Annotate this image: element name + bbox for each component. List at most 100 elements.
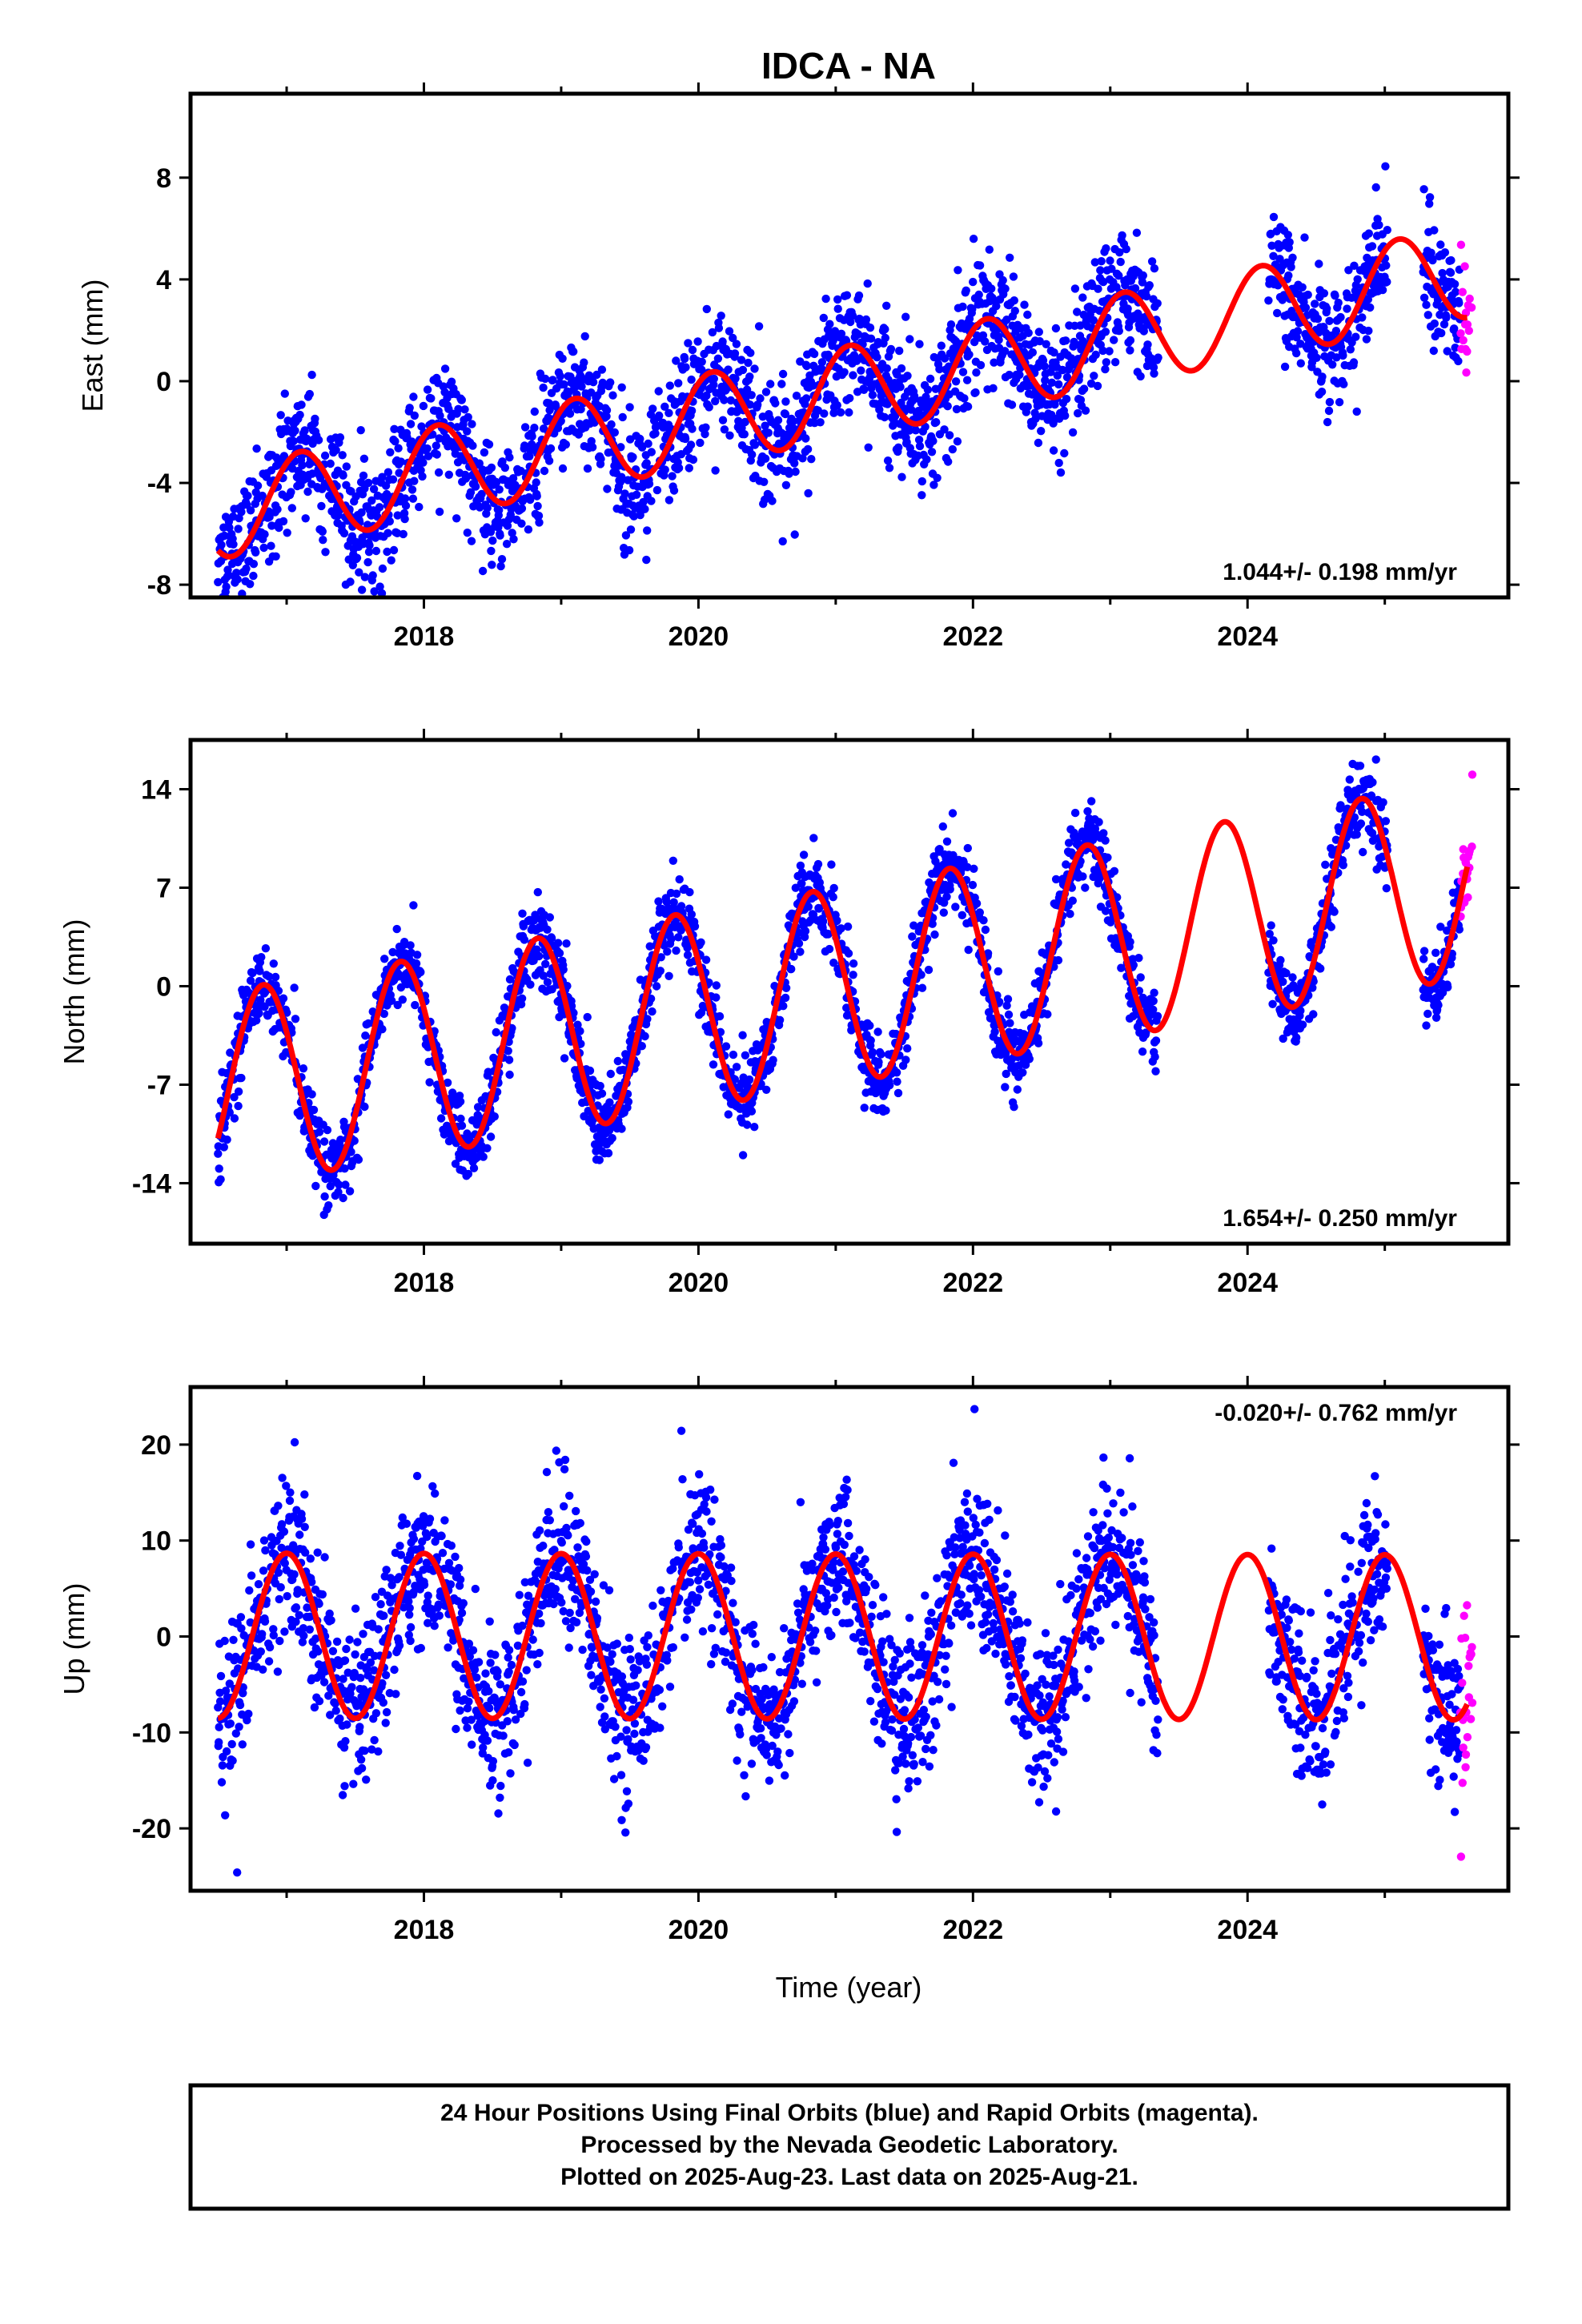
final-point bbox=[1126, 346, 1134, 355]
final-point bbox=[777, 380, 786, 388]
final-point bbox=[410, 476, 419, 485]
final-point bbox=[487, 463, 496, 472]
final-point bbox=[398, 995, 407, 1004]
final-point bbox=[665, 408, 673, 417]
final-point bbox=[235, 513, 243, 523]
final-point bbox=[496, 531, 504, 540]
final-point bbox=[877, 389, 886, 398]
final-point bbox=[687, 375, 696, 384]
final-point bbox=[1339, 861, 1348, 870]
final-point bbox=[1288, 973, 1297, 982]
final-point bbox=[488, 536, 497, 545]
final-point bbox=[1269, 936, 1278, 945]
final-point bbox=[747, 391, 756, 400]
final-point bbox=[326, 459, 335, 468]
final-point bbox=[1296, 359, 1306, 368]
final-point bbox=[1367, 829, 1377, 838]
final-point bbox=[829, 959, 838, 967]
final-point bbox=[942, 892, 951, 902]
final-point bbox=[672, 356, 681, 365]
final-point bbox=[259, 543, 268, 553]
final-point bbox=[613, 1056, 622, 1066]
final-point bbox=[942, 837, 952, 846]
final-point bbox=[1443, 347, 1452, 356]
final-point bbox=[802, 361, 811, 371]
final-point bbox=[1440, 248, 1450, 257]
final-point bbox=[456, 1097, 465, 1106]
final-point bbox=[1344, 266, 1353, 275]
final-point bbox=[701, 429, 709, 439]
final-point bbox=[608, 391, 617, 400]
final-point bbox=[1436, 923, 1445, 931]
final-point bbox=[1419, 947, 1429, 955]
final-point bbox=[395, 468, 404, 477]
final-point bbox=[720, 425, 729, 434]
final-point bbox=[801, 434, 810, 443]
final-point bbox=[1330, 907, 1339, 916]
final-point bbox=[274, 987, 283, 995]
final-point bbox=[1425, 199, 1434, 208]
final-point bbox=[617, 383, 626, 392]
final-point bbox=[595, 1156, 604, 1164]
final-point bbox=[720, 396, 729, 404]
final-point bbox=[1101, 328, 1110, 336]
final-point bbox=[341, 1180, 350, 1189]
final-point bbox=[236, 1613, 246, 1622]
final-point bbox=[1325, 316, 1334, 325]
final-point bbox=[234, 1101, 243, 1111]
final-point bbox=[314, 436, 323, 444]
final-point bbox=[868, 1047, 877, 1057]
final-point bbox=[881, 1106, 890, 1115]
final-point bbox=[909, 921, 918, 930]
final-point bbox=[992, 302, 1001, 311]
final-point bbox=[1002, 1001, 1011, 1010]
final-point bbox=[849, 371, 857, 380]
final-point bbox=[461, 474, 471, 483]
x-tick-label: 2024 bbox=[1217, 1268, 1278, 1298]
final-point bbox=[323, 1125, 332, 1135]
final-point bbox=[389, 545, 399, 555]
final-point bbox=[1015, 370, 1024, 380]
final-point bbox=[1142, 1028, 1150, 1037]
final-point bbox=[1352, 407, 1361, 416]
final-point bbox=[829, 883, 838, 893]
final-point bbox=[1327, 923, 1336, 931]
final-point bbox=[230, 1092, 239, 1102]
final-point bbox=[412, 951, 422, 959]
final-point bbox=[958, 368, 968, 376]
final-point bbox=[1147, 257, 1157, 266]
final-point bbox=[729, 1050, 738, 1059]
final-point bbox=[483, 1144, 492, 1153]
final-point bbox=[1114, 271, 1123, 280]
final-point bbox=[1125, 991, 1134, 1001]
final-point bbox=[960, 394, 969, 403]
final-point bbox=[298, 460, 307, 470]
final-point bbox=[1034, 1039, 1043, 1047]
final-point bbox=[597, 1089, 607, 1098]
final-point bbox=[775, 1015, 785, 1025]
final-point bbox=[778, 537, 787, 546]
final-point bbox=[1319, 289, 1329, 298]
final-point bbox=[356, 477, 366, 487]
final-point bbox=[553, 939, 563, 947]
final-point bbox=[827, 860, 836, 869]
rapid-point bbox=[1460, 262, 1469, 271]
final-point bbox=[532, 492, 541, 501]
final-point bbox=[320, 451, 330, 460]
final-point bbox=[963, 862, 972, 872]
final-point bbox=[1153, 1011, 1162, 1021]
final-point bbox=[544, 456, 554, 465]
final-point bbox=[798, 454, 807, 463]
final-point bbox=[690, 922, 700, 931]
final-point bbox=[745, 372, 754, 381]
final-point bbox=[569, 1008, 578, 1018]
final-point bbox=[785, 469, 793, 478]
final-point bbox=[237, 1073, 246, 1083]
final-point bbox=[495, 485, 504, 494]
y-tick-label: 8 bbox=[156, 163, 171, 194]
final-point bbox=[232, 569, 241, 577]
final-point bbox=[656, 953, 665, 962]
final-point bbox=[383, 529, 392, 537]
final-point bbox=[689, 455, 698, 464]
final-point bbox=[882, 364, 891, 373]
